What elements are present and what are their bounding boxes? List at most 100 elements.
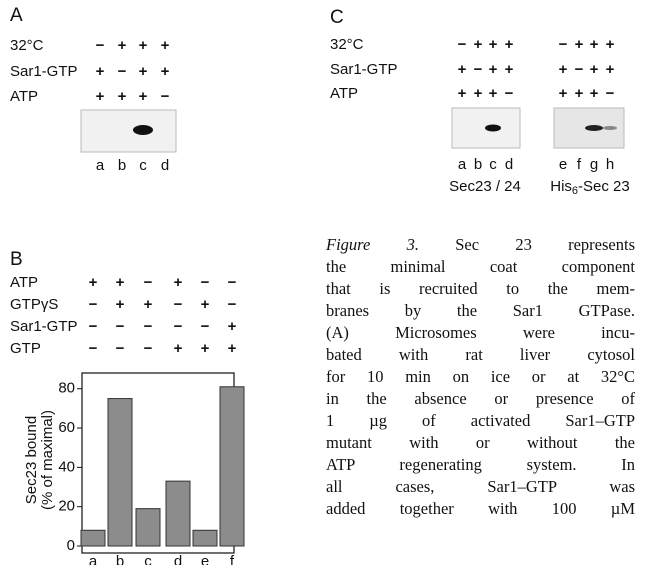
lane-label: e [559, 156, 567, 173]
caption-line: all cases, Sar1–GTP was [326, 476, 635, 498]
condition-sign: − [575, 61, 584, 78]
condition-sign: − [228, 296, 237, 313]
condition-sign: + [590, 36, 599, 53]
condition-sign: − [458, 36, 467, 53]
blot-band [133, 125, 153, 135]
condition-sign: − [161, 88, 170, 105]
bar [166, 481, 190, 546]
condition-sign: + [139, 63, 148, 80]
condition-sign: − [559, 36, 568, 53]
condition-sign: + [228, 318, 237, 335]
condition-sign: − [228, 274, 237, 291]
caption-line: that is recruited to the mem- [326, 278, 635, 300]
group-label: His6-Sec 23 [550, 178, 630, 197]
condition-sign: + [116, 274, 125, 291]
condition-sign: + [161, 37, 170, 54]
condition-sign: + [590, 61, 599, 78]
caption-line: the minimal coat component [326, 256, 635, 278]
condition-sign: + [505, 36, 514, 53]
condition-sign: − [96, 37, 105, 54]
condition-sign: + [174, 340, 183, 357]
condition-name: Sar1-GTP [10, 318, 78, 335]
condition-sign: + [559, 85, 568, 102]
condition-sign: + [575, 36, 584, 53]
panel-label: B [10, 249, 23, 270]
condition-sign: − [144, 318, 153, 335]
caption-text: added together with 100 µM [326, 499, 635, 518]
condition-sign: + [118, 37, 127, 54]
y-tick-label: 40 [58, 458, 75, 475]
lane-label: b [474, 156, 482, 173]
condition-sign: + [489, 61, 498, 78]
y-tick-label: 60 [58, 419, 75, 436]
caption-text: for 10 min on ice or at 32°C [326, 367, 635, 386]
caption-text: branes by the Sar1 GTPase. [326, 301, 635, 320]
condition-sign: + [590, 85, 599, 102]
condition-sign: − [144, 340, 153, 357]
y-axis-label: Sec23 bound [23, 416, 40, 504]
x-tick-label: e [201, 553, 209, 565]
lane-label: d [505, 156, 513, 173]
x-tick-label: f [230, 553, 235, 565]
lane-label: c [489, 156, 497, 173]
blot [81, 110, 176, 152]
blot-band [585, 125, 603, 131]
caption-text: the minimal coat component [326, 257, 635, 276]
condition-sign: − [174, 318, 183, 335]
condition-sign: − [174, 296, 183, 313]
group-label-text: Sec23 / 24 [449, 178, 521, 195]
condition-sign: + [118, 88, 127, 105]
lane-label: d [161, 157, 169, 174]
y-axis-label: (% of maximal) [39, 410, 56, 510]
caption-line: 1 µg of activated Sar1–GTP [326, 410, 635, 432]
panel-label: A [10, 5, 23, 26]
lane-label: h [606, 156, 614, 173]
bar [108, 399, 132, 546]
condition-sign: + [458, 61, 467, 78]
caption-line: Figure 3. Sec 23 represents [326, 234, 635, 256]
caption-line: mutant with or without the [326, 432, 635, 454]
blot-band [603, 126, 617, 130]
caption-text: ATP regenerating system. In [326, 455, 635, 474]
condition-name: Sar1-GTP [10, 63, 78, 80]
x-tick-label: d [174, 553, 182, 565]
caption-text: in the absence or presence of [326, 389, 635, 408]
condition-sign: − [89, 318, 98, 335]
condition-sign: + [489, 36, 498, 53]
condition-sign: − [474, 61, 483, 78]
caption-text: that is recruited to the mem- [326, 279, 635, 298]
caption-line: added together with 100 µM [326, 498, 635, 520]
condition-name: ATP [330, 85, 358, 102]
x-tick-label: a [89, 553, 98, 565]
x-tick-label: b [116, 553, 124, 565]
caption-line: for 10 min on ice or at 32°C [326, 366, 635, 388]
lane-label: a [458, 156, 467, 173]
condition-name: Sar1-GTP [330, 61, 398, 78]
condition-sign: − [89, 296, 98, 313]
condition-sign: + [96, 63, 105, 80]
condition-sign: + [474, 85, 483, 102]
bar [81, 530, 105, 546]
caption-label: Figure 3. [326, 235, 419, 254]
condition-name: GTPγS [10, 296, 58, 313]
caption-text: mutant with or without the [326, 433, 635, 452]
lane-label: f [577, 156, 582, 173]
condition-sign: − [118, 63, 127, 80]
condition-sign: − [144, 274, 153, 291]
condition-sign: + [559, 61, 568, 78]
condition-sign: + [606, 61, 615, 78]
condition-name: 32°C [330, 36, 364, 53]
caption-line: (A) Microsomes were incu- [326, 322, 635, 344]
condition-sign: + [89, 274, 98, 291]
group-label-text: His [550, 178, 572, 195]
condition-sign: + [489, 85, 498, 102]
lane-label: c [139, 157, 147, 174]
condition-sign: − [505, 85, 514, 102]
condition-sign: + [505, 61, 514, 78]
blot-band [485, 125, 501, 132]
condition-name: ATP [10, 274, 38, 291]
caption-text: (A) Microsomes were incu- [326, 323, 635, 342]
y-tick-label: 20 [58, 498, 75, 515]
page: A32°C−+++Sar1-GTP+−++ATP+++−abcdBATP++−+… [0, 0, 649, 565]
y-tick-label: 0 [67, 537, 75, 554]
